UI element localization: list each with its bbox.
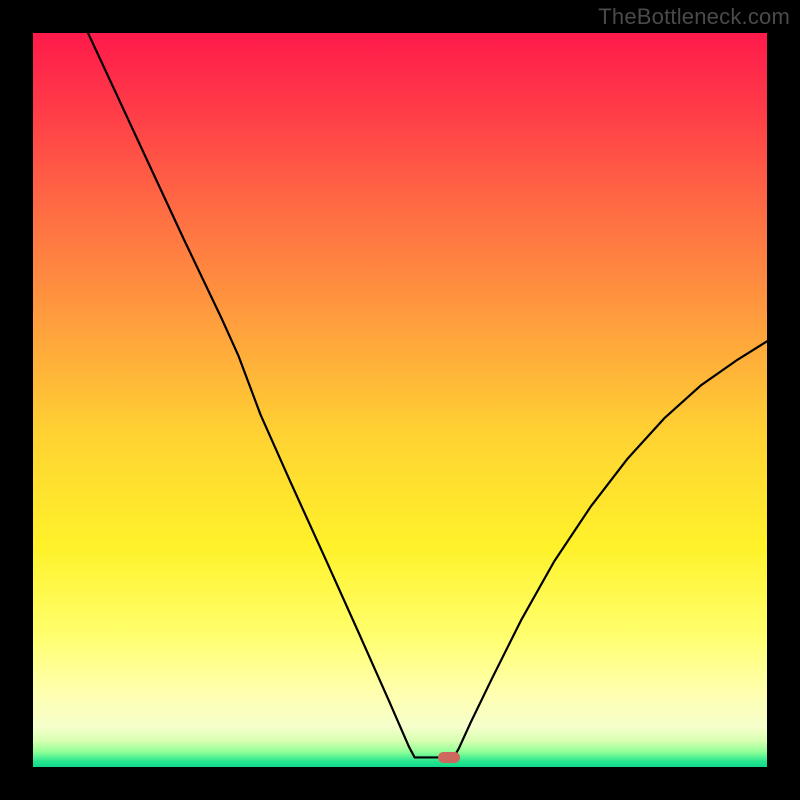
plot-area: [33, 33, 767, 767]
bottleneck-curve: [33, 33, 767, 767]
watermark-text: TheBottleneck.com: [598, 4, 790, 30]
curve-path: [88, 33, 767, 757]
optimal-marker: [438, 752, 460, 764]
